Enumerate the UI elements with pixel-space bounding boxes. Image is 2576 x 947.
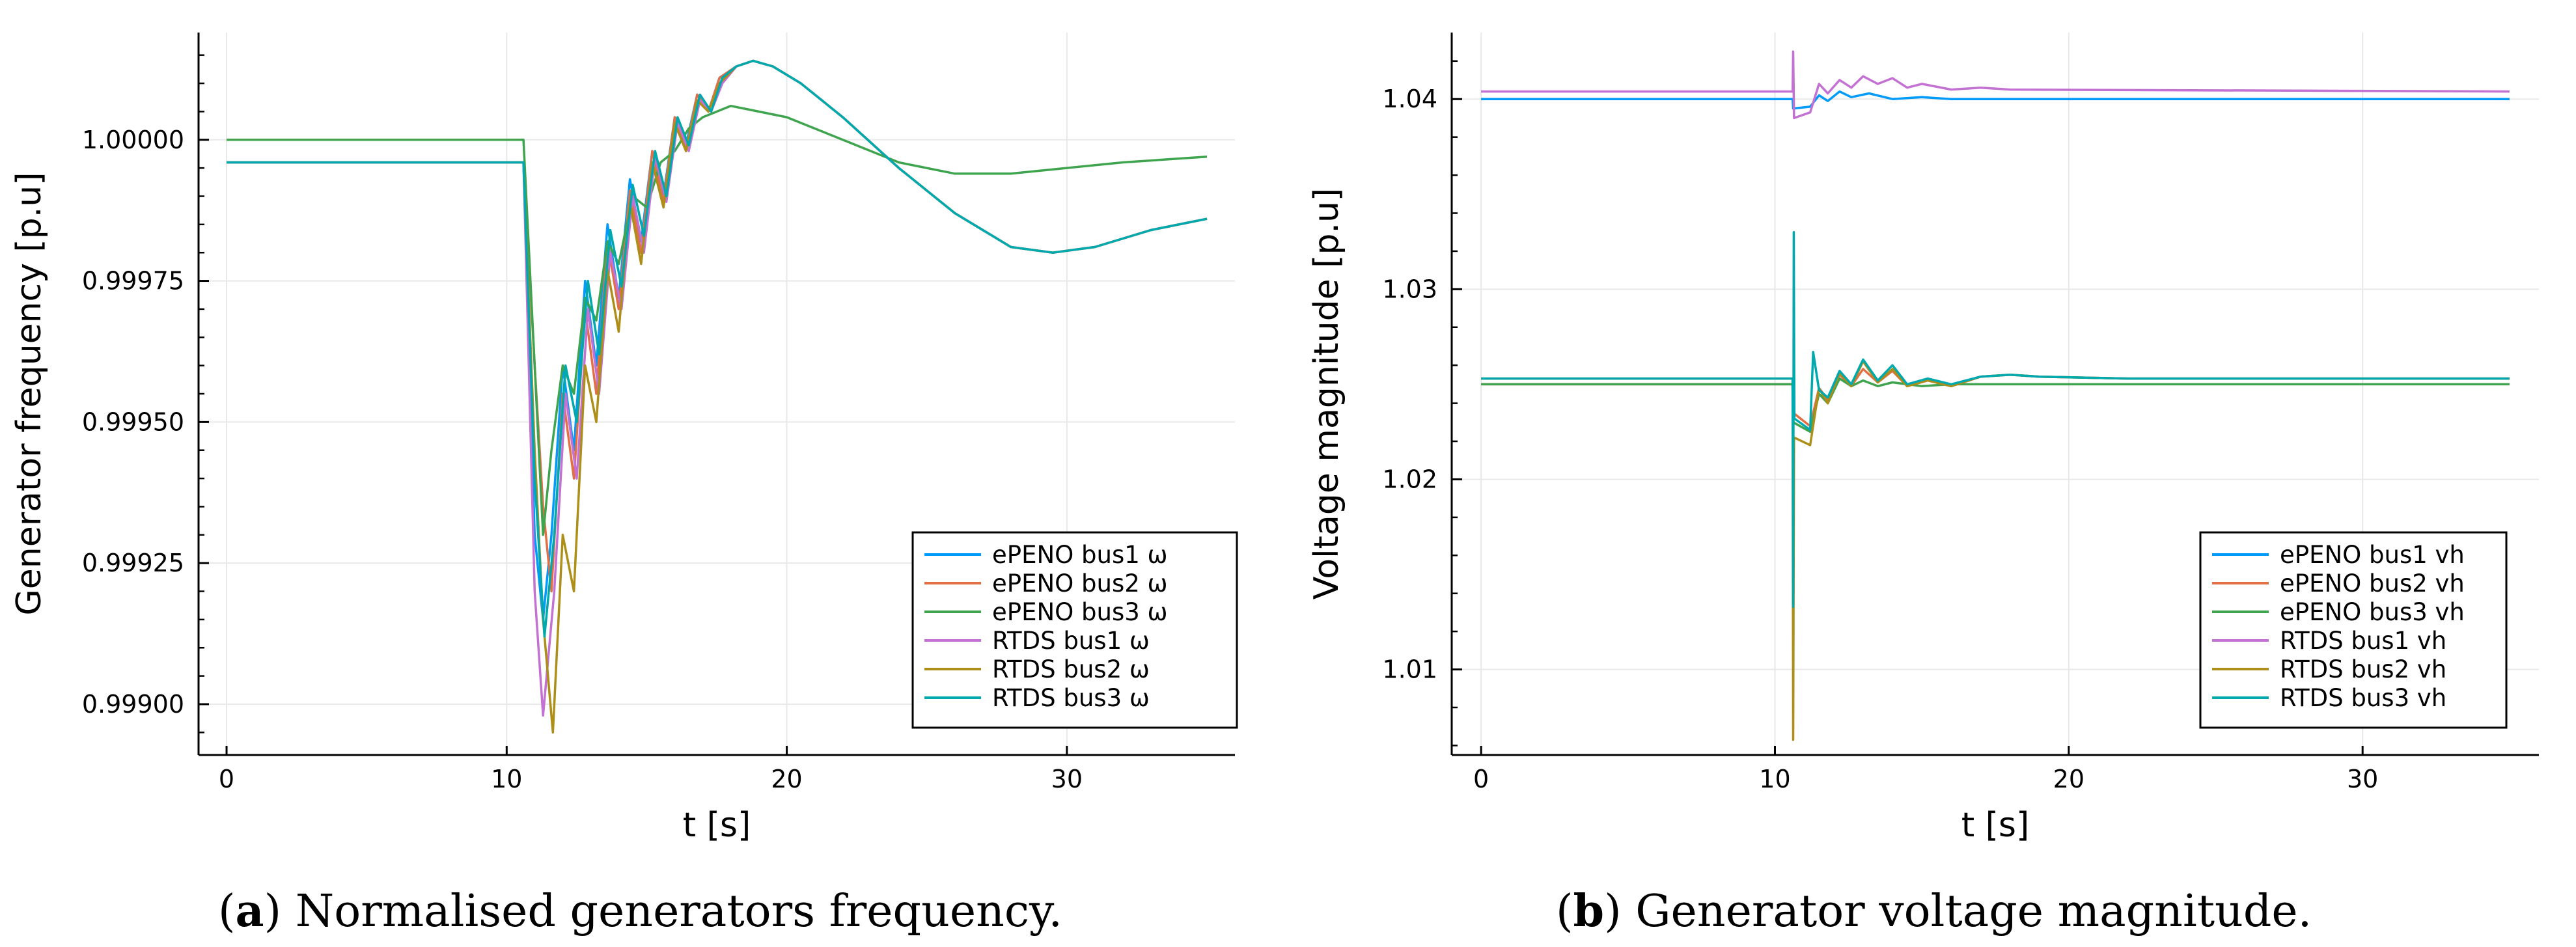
legend-item-label: ePENO bus3 ω	[992, 598, 1168, 626]
series-line-4	[1481, 50, 2510, 120]
caption-b-tag: b	[1573, 885, 1605, 937]
caption-b-text: Generator voltage magnitude.	[1635, 886, 2312, 937]
legend-box	[2199, 531, 2508, 729]
y-tick-label: 1.03	[1382, 275, 1437, 303]
legend-item-label: ePENO bus2 vh	[2280, 570, 2465, 597]
series-line-3	[227, 104, 1208, 536]
x-tick-label: 30	[2347, 765, 2378, 793]
legend-item-label: ePENO bus3 vh	[2280, 598, 2465, 626]
x-axis-label: t [s]	[1961, 806, 2030, 845]
x-tick-label: 0	[219, 765, 234, 793]
caption-a-text: Normalised generators frequency.	[295, 886, 1062, 937]
caption-b: (b) Generator voltage magnitude.	[1556, 885, 2312, 937]
series-group	[227, 59, 1208, 734]
x-tick-label: 0	[1473, 765, 1489, 793]
y-tick-label: 1.01	[1382, 655, 1437, 684]
legend-item-label: ePENO bus2 ω	[992, 570, 1168, 597]
y-axis-label: Generator frequency [p.u]	[10, 172, 49, 615]
y-tick-label: 1.04	[1382, 85, 1437, 113]
y-tick-label: 0.99900	[82, 690, 184, 719]
x-tick-label: 30	[1051, 765, 1083, 793]
series-line-1	[1481, 90, 2510, 110]
y-tick-label: 1.02	[1382, 465, 1437, 493]
legend-box	[911, 531, 1238, 729]
caption-a-tag: a	[235, 885, 264, 937]
y-axis-label: Voltage magnitude [p.u]	[1307, 188, 1346, 599]
y-tick-label: 0.99975	[82, 267, 184, 295]
caption-a: (a) Normalised generators frequency.	[218, 885, 1062, 937]
legend-item-label: RTDS bus2 vh	[2280, 655, 2446, 683]
x-tick-label: 20	[2053, 765, 2084, 793]
y-tick-label: 0.99925	[82, 549, 184, 577]
series-line-6	[1481, 230, 2510, 608]
chart-a: 0 10 20 30 0.99900 0.99925 0.99950 0.99975 1.000…	[10, 33, 1238, 845]
legend-item-label: RTDS bus1 vh	[2280, 627, 2446, 655]
y-tick-label: 1.00000	[82, 126, 184, 154]
series-line-3	[1481, 377, 2510, 433]
x-tick-label: 10	[1759, 765, 1790, 793]
legend-item-label: RTDS bus2 ω	[992, 655, 1150, 683]
series-group	[1481, 50, 2510, 741]
legend-item-label: RTDS bus3 vh	[2280, 684, 2446, 712]
legend-item-label: RTDS bus3 ω	[992, 684, 1150, 712]
legend-item-label: ePENO bus1 ω	[992, 541, 1168, 569]
x-tick-label: 10	[491, 765, 522, 793]
x-tick-label: 20	[771, 765, 802, 793]
y-tick-label: 0.99950	[82, 407, 184, 436]
legend-item-label: ePENO bus1 vh	[2280, 541, 2465, 569]
chart-b: 0 10 20 30 1.01 1.02 1.03 1.04 t [s] Voltage magn…	[1307, 33, 2539, 845]
x-axis-label: t [s]	[683, 806, 751, 845]
series-line-6	[227, 59, 1208, 638]
legend-item-label: RTDS bus1 ω	[992, 627, 1150, 655]
